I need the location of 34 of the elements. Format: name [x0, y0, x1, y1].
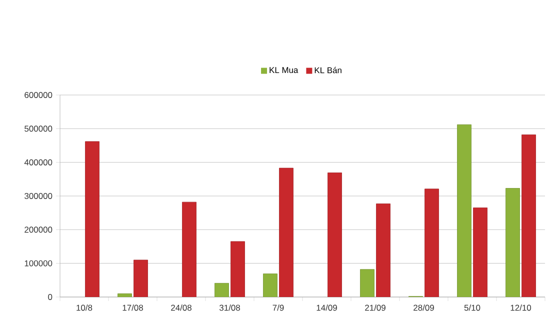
bar [279, 168, 294, 297]
x-tick-label: 12/10 [510, 304, 532, 311]
bar [85, 141, 100, 297]
y-tick-label: 0 [48, 294, 52, 300]
y-tick-label: 400000 [24, 159, 52, 166]
bar [457, 124, 472, 297]
legend-label: KL Mua [270, 67, 298, 74]
y-tick-label: 500000 [24, 126, 52, 132]
bar [230, 241, 245, 297]
y-tick-label: 300000 [24, 193, 52, 199]
x-tick-label: 14/09 [316, 304, 337, 311]
x-tick-label: 28/09 [414, 304, 434, 311]
bar [473, 208, 488, 297]
legend-label: KL Bán [314, 66, 342, 74]
bar [214, 283, 229, 297]
y-tick-label: 600000 [24, 92, 52, 98]
bar [328, 172, 342, 297]
x-tick-label: 5/10 [464, 304, 480, 311]
bar [182, 202, 196, 297]
bar [263, 274, 278, 297]
x-tick-label: 31/08 [219, 304, 240, 311]
x-tick-label: 21/09 [365, 304, 386, 311]
bar [360, 269, 374, 297]
y-tick-label: 200000 [24, 226, 52, 233]
bar [424, 188, 439, 297]
bar [522, 134, 536, 297]
bar [506, 188, 520, 297]
x-tick-label: 24/08 [171, 304, 192, 311]
x-tick-label: 10/8 [76, 304, 92, 311]
bar [134, 260, 148, 297]
x-tick-label: 17/08 [122, 304, 143, 311]
bar [376, 204, 390, 297]
y-tick-label: 100000 [24, 260, 52, 266]
x-tick-label: 7/9 [272, 304, 284, 311]
